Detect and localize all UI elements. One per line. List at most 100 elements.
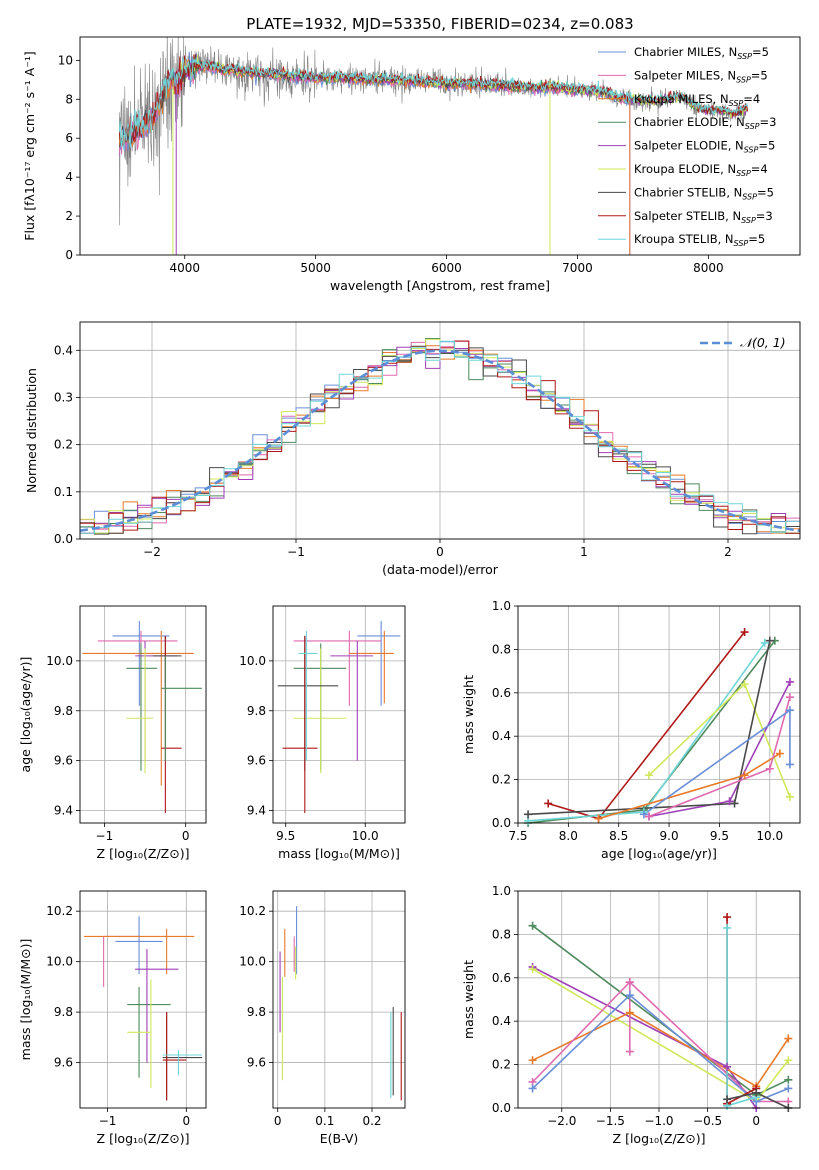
y-tick-label: 10.0 xyxy=(46,654,73,668)
marker-chabrier-miles xyxy=(625,991,634,1000)
y-tick-label: 10 xyxy=(58,53,73,67)
y-tick-label: 0.2 xyxy=(492,1058,511,1072)
x-tick-label: 4000 xyxy=(169,261,200,275)
y-tick-label: 2 xyxy=(65,209,73,223)
x-tick-label: 7.5 xyxy=(508,829,527,843)
y-tick-label: 4 xyxy=(65,170,73,184)
x-tick-label: 0 xyxy=(752,1114,760,1128)
x-tick-label: −2 xyxy=(143,545,161,559)
y-tick-label: 1.0 xyxy=(492,884,511,898)
plot-area xyxy=(118,37,749,255)
series-chabrier-elodie xyxy=(528,640,776,823)
x-tick-label: 7000 xyxy=(562,261,593,275)
marker-chabrier-stelib xyxy=(765,636,774,645)
marker-chabrier-stelib xyxy=(524,810,533,819)
y-tick-label: 0.3 xyxy=(54,390,73,404)
x-tick-label: −1.0 xyxy=(644,1114,673,1128)
y-tick-label: 0.4 xyxy=(54,343,73,357)
x-tick-label: 9.5 xyxy=(276,829,295,843)
axes-frame xyxy=(79,890,207,1109)
marker-chabrier-stelib xyxy=(752,1088,761,1097)
y-axis-label: Flux [fλ10⁻¹⁷ erg cm⁻² s⁻¹ A⁻¹] xyxy=(22,51,37,240)
y-tick-label: 9.8 xyxy=(54,704,73,718)
marker-chabrier-miles xyxy=(639,810,648,819)
y-axis-label: mass weight xyxy=(461,675,476,754)
x-tick-label: 0.2 xyxy=(362,1114,381,1128)
marker-chabrier-miles xyxy=(784,1084,793,1093)
normal-curve xyxy=(80,349,800,532)
x-axis-label: mass [log₁₀(M/M⊙)] xyxy=(278,846,400,861)
model-kroupa-stelib xyxy=(118,57,749,151)
y-tick-label: 1.0 xyxy=(492,599,511,613)
y-tick-label: 0 xyxy=(65,248,73,262)
legend-label-normal: 𝒩(0, 1) xyxy=(740,335,786,350)
x-axis-label: Z [log₁₀(Z/Z⊙)] xyxy=(97,1131,190,1146)
y-tick-label: 9.6 xyxy=(54,754,73,768)
x-tick-label: 10.0 xyxy=(352,829,379,843)
x-tick-label: 10.0 xyxy=(756,829,783,843)
y-tick-label: 0.4 xyxy=(492,729,511,743)
y-tick-label: 9.6 xyxy=(247,754,266,768)
x-tick-label: −1.5 xyxy=(596,1114,625,1128)
plot-area xyxy=(518,606,800,823)
x-axis-label: E(B-V) xyxy=(320,1131,359,1146)
marker-kroupa-elodie xyxy=(528,965,537,974)
marker-chabrier-miles xyxy=(785,760,794,769)
x-tick-label: 0.1 xyxy=(315,1114,334,1128)
marker-salpeter-elodie xyxy=(725,797,734,806)
plot-area xyxy=(80,322,800,539)
legend-label-kroupa-elodie: Kroupa ELODIE, NSSP=4 xyxy=(634,162,768,178)
marker-kroupa-miles xyxy=(625,1008,634,1017)
axes-frame xyxy=(517,605,801,824)
x-tick-label: 0 xyxy=(274,1114,282,1128)
y-tick-label: 9.4 xyxy=(247,804,266,818)
legend-label-kroupa-stelib: Kroupa STELIB, NSSP=5 xyxy=(634,232,765,248)
legend-label-salpeter-stelib: Salpeter STELIB, NSSP=3 xyxy=(634,209,773,225)
x-axis-label: Z [log₁₀(Z/Z⊙)] xyxy=(97,846,190,861)
x-tick-label: 6000 xyxy=(431,261,462,275)
y-tick-label: 10.2 xyxy=(239,904,266,918)
panel-age-vs-Z: −1 0 9.4 9.6 9.8 10.0 Z [log₁₀(Z/Z⊙)] age [log₁… xyxy=(18,605,207,861)
marker-salpeter-elodie xyxy=(723,1062,732,1071)
x-axis-label: Z [log₁₀(Z/Z⊙)] xyxy=(613,1131,706,1146)
legend: Chabrier MILES, NSSP=5 Salpeter MILES, NS… xyxy=(598,45,776,248)
y-tick-label: 6 xyxy=(65,131,73,145)
figure-title: PLATE=1932, MJD=53350, FIBERID=0234, z=0… xyxy=(246,15,633,33)
y-tick-label: 0.8 xyxy=(492,927,511,941)
y-tick-label: 0.1 xyxy=(54,485,73,499)
y-tick-label: 0.8 xyxy=(492,642,511,656)
y-tick-label: 0.0 xyxy=(492,1101,511,1115)
legend-label-kroupa-miles: Kroupa MILES, NSSP=4 xyxy=(634,92,760,108)
y-tick-label: 9.8 xyxy=(54,1005,73,1019)
marker-salpeter-miles xyxy=(644,812,653,821)
x-axis-label: (data-model)/error xyxy=(382,562,499,577)
marker-kroupa-elodie xyxy=(785,792,794,801)
marker-salpeter-miles xyxy=(785,693,794,702)
axes-frame xyxy=(272,890,406,1109)
series-chabrier-stelib xyxy=(528,640,771,816)
marker-salpeter-miles xyxy=(765,764,774,773)
marker-chabrier-miles xyxy=(785,706,794,715)
legend-label-chabrier-stelib: Chabrier STELIB, NSSP=5 xyxy=(634,185,774,201)
y-tick-label: 8 xyxy=(65,92,73,106)
y-tick-label: 10.2 xyxy=(46,904,73,918)
axes-frame xyxy=(79,36,801,256)
y-tick-label: 0.6 xyxy=(492,971,511,985)
y-axis-label: age [log₁₀(age/yr)] xyxy=(18,657,33,773)
legend-label-salpeter-elodie: Salpeter ELODIE, NSSP=5 xyxy=(634,139,775,155)
x-tick-label: −0.5 xyxy=(693,1114,722,1128)
y-axis-label: Normed distribution xyxy=(24,368,39,493)
x-tick-label: 5000 xyxy=(300,261,331,275)
panel-mass-weight-vs-age: 7.5 8.0 8.5 9.0 9.5 10.0 0.0 0.2 0.4 0.6 0.8 1.0 age… xyxy=(461,599,801,861)
marker-salpeter-miles xyxy=(625,978,634,987)
series-kroupa-miles xyxy=(532,1011,789,1088)
legend-label-chabrier-elodie: Chabrier ELODIE, NSSP=3 xyxy=(634,115,776,131)
marker-kroupa-miles xyxy=(594,814,603,823)
y-tick-label: 0.2 xyxy=(54,438,73,452)
marker-salpeter-stelib xyxy=(723,913,732,922)
marker-chabrier-elodie xyxy=(528,921,537,930)
y-tick-label: 0.0 xyxy=(492,816,511,830)
marker-kroupa-stelib xyxy=(723,923,732,932)
x-axis-label: wavelength [Angstrom, rest frame] xyxy=(330,278,550,293)
